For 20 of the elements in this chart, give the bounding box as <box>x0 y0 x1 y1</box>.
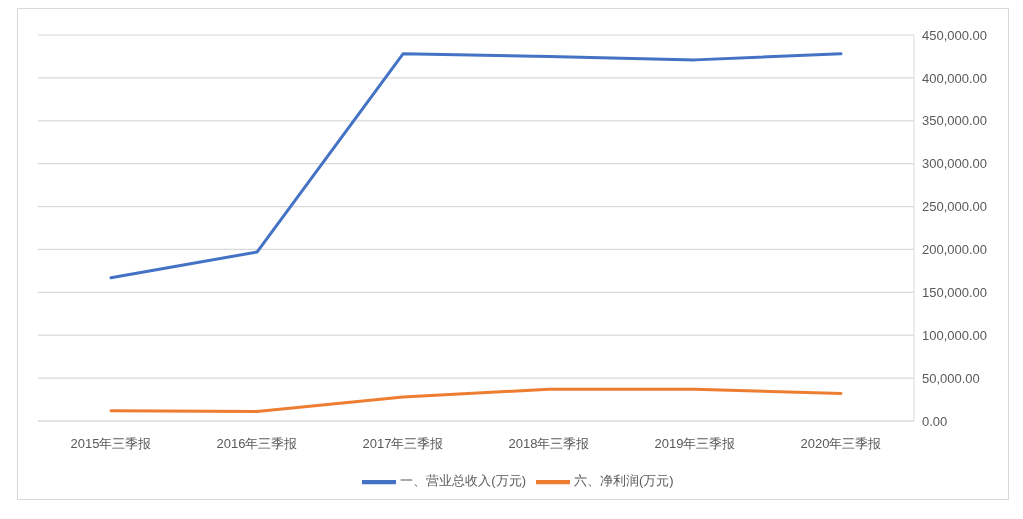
y-tick-label: 0.00 <box>922 413 948 429</box>
x-tick-label: 2017年三季报 <box>362 436 444 452</box>
x-tick-label: 2019年三季报 <box>654 436 736 452</box>
y-tick-label: 350,000.00 <box>922 113 988 129</box>
y-tick-label: 100,000.00 <box>922 327 988 343</box>
line-series <box>109 387 843 414</box>
x-tick-label: 2020年三季报 <box>800 436 882 452</box>
x-tick-label: 2015年三季报 <box>70 436 152 452</box>
y-tick-label: 400,000.00 <box>922 70 988 86</box>
y-tick-label: 200,000.00 <box>922 242 988 258</box>
x-tick-label: 2016年三季报 <box>216 436 298 452</box>
line-series <box>109 52 843 280</box>
y-tick-label: 250,000.00 <box>922 199 988 215</box>
y-tick-label: 50,000.00 <box>922 370 980 386</box>
y-tick-label: 450,000.00 <box>922 27 988 43</box>
y-tick-label: 150,000.00 <box>922 284 988 300</box>
legend-label: 一、营业总收入(万元) <box>400 473 526 489</box>
x-tick-label: 2018年三季报 <box>508 436 590 452</box>
legend-label: 六、净利润(万元) <box>574 473 674 489</box>
y-tick-label: 300,000.00 <box>922 156 988 172</box>
